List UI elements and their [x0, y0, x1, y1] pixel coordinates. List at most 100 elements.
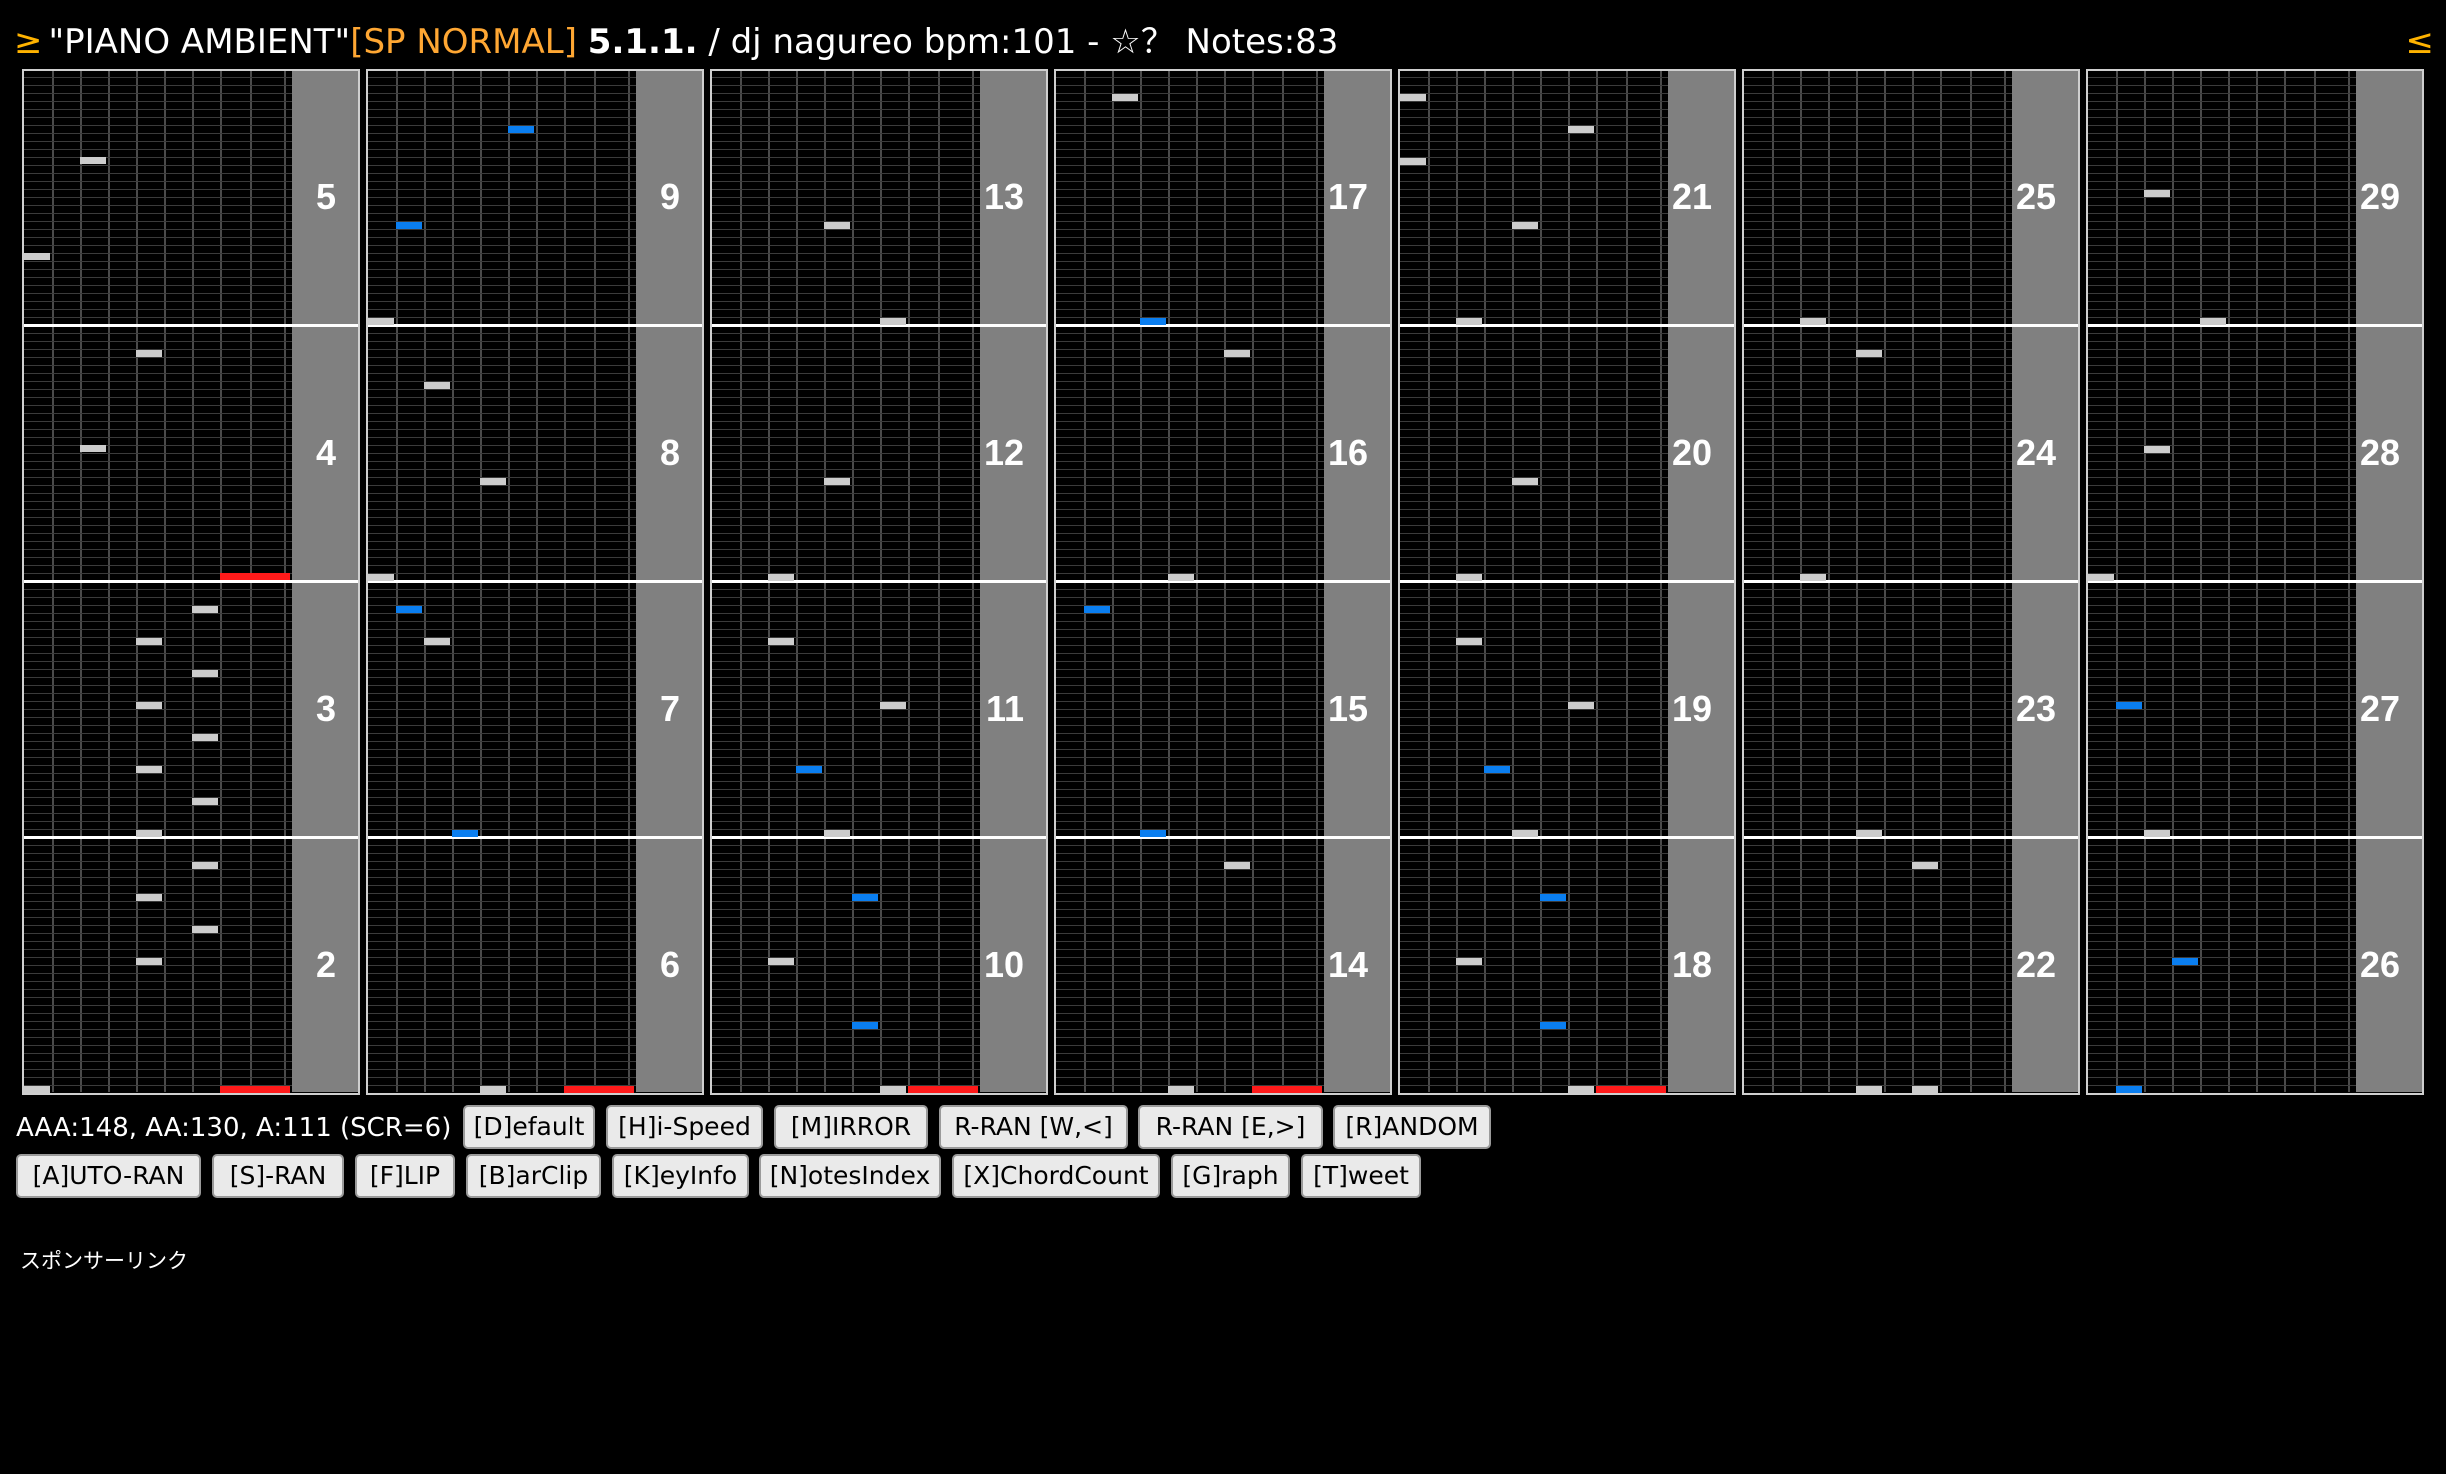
note-white	[1400, 158, 1426, 165]
measure-19: 19	[1400, 582, 1734, 836]
keyinfo-button[interactable]: [K]eyInfo	[612, 1154, 749, 1198]
note-white	[1400, 94, 1426, 101]
note-blue	[2116, 1086, 2142, 1093]
note-white	[136, 350, 162, 357]
auto-ran-button[interactable]: [A]UTO-RAN	[16, 1154, 201, 1198]
r-ran-w-button[interactable]: R-RAN [W,<]	[939, 1105, 1128, 1149]
measure-number: 25	[2012, 70, 2078, 324]
measure-24: 24	[1744, 326, 2078, 580]
note-blue	[1540, 894, 1566, 901]
mirror-button[interactable]: [M]IRROR	[774, 1105, 928, 1149]
note-white	[880, 1086, 906, 1093]
measure-6: 6	[368, 838, 702, 1092]
score-chart: 5 4 3 2 9 8 7 6 13 12 11 10 17 16 15 14 …	[22, 69, 2424, 1095]
note-white	[1800, 574, 1826, 581]
note-white	[424, 382, 450, 389]
measure-number: 13	[980, 70, 1046, 324]
note-scratch	[1252, 1086, 1322, 1093]
barclip-button[interactable]: [B]arClip	[466, 1154, 601, 1198]
measure-26: 26	[2088, 838, 2422, 1092]
measure-15: 15	[1056, 582, 1390, 836]
note-scratch	[220, 573, 290, 580]
note-blue	[1084, 606, 1110, 613]
measure-number: 9	[636, 70, 702, 324]
note-white	[1568, 1086, 1594, 1093]
note-white	[1512, 222, 1538, 229]
song-title: "PIANO AMBIENT"	[48, 22, 351, 62]
measure-number: 6	[636, 838, 702, 1092]
measure-number: 14	[1324, 838, 1390, 1092]
note-white	[480, 478, 506, 485]
score-stats: AAA:148, AA:130, A:111 (SCR=6)	[16, 1113, 452, 1143]
note-white	[1856, 1086, 1882, 1093]
note-white	[192, 926, 218, 933]
measure-separator	[1400, 836, 1734, 839]
note-blue	[1140, 318, 1166, 325]
measure-25: 25	[1744, 70, 2078, 324]
flip-button[interactable]: [F]LIP	[355, 1154, 455, 1198]
note-white	[368, 574, 394, 581]
note-white	[2200, 318, 2226, 325]
note-blue	[852, 1022, 878, 1029]
measure-number: 19	[1668, 582, 1734, 836]
measure-8: 8	[368, 326, 702, 580]
measure-number: 28	[2356, 326, 2422, 580]
measure-number: 20	[1668, 326, 1734, 580]
note-blue	[1484, 766, 1510, 773]
notesindex-button[interactable]: [N]otesIndex	[759, 1154, 941, 1198]
note-white	[80, 445, 106, 452]
measure-number: 24	[2012, 326, 2078, 580]
note-white	[2144, 830, 2170, 837]
measure-number: 11	[980, 582, 1046, 836]
measure-28: 28	[2088, 326, 2422, 580]
measure-20: 20	[1400, 326, 1734, 580]
measure-number: 7	[636, 582, 702, 836]
note-white	[824, 830, 850, 837]
measure-22: 22	[1744, 838, 2078, 1092]
note-white	[136, 894, 162, 901]
measure-separator	[712, 324, 1046, 327]
chordcount-button[interactable]: [X]ChordCount	[952, 1154, 1160, 1198]
measure-number: 12	[980, 326, 1046, 580]
note-white	[1512, 478, 1538, 485]
measure-separator	[1056, 836, 1390, 839]
note-blue	[452, 830, 478, 837]
note-white	[24, 253, 50, 260]
note-white	[192, 734, 218, 741]
header: ≥ "PIANO AMBIENT"[SP NORMAL] 5.1.1. / dj …	[14, 14, 2434, 70]
note-white	[1456, 574, 1482, 581]
next-link[interactable]: ≤	[2405, 22, 2435, 62]
s-ran-button[interactable]: [S]-RAN	[212, 1154, 344, 1198]
note-scratch	[908, 1086, 978, 1093]
measure-7: 7	[368, 582, 702, 836]
note-white	[880, 702, 906, 709]
measure-number: 2	[292, 838, 358, 1092]
note-white	[2088, 574, 2114, 581]
note-white	[1112, 94, 1138, 101]
note-blue	[508, 126, 534, 133]
difficulty-label: [SP NORMAL]	[350, 22, 577, 62]
note-white	[192, 862, 218, 869]
note-white	[192, 798, 218, 805]
default-button[interactable]: [D]efault	[463, 1105, 595, 1149]
note-white	[1912, 1086, 1938, 1093]
measure-number: 17	[1324, 70, 1390, 324]
measure-11: 11	[712, 582, 1046, 836]
note-white	[768, 638, 794, 645]
hispeed-button[interactable]: [H]i-Speed	[606, 1105, 763, 1149]
measure-number: 26	[2356, 838, 2422, 1092]
random-button[interactable]: [R]ANDOM	[1333, 1105, 1491, 1149]
r-ran-e-button[interactable]: R-RAN [E,>]	[1138, 1105, 1323, 1149]
previous-link[interactable]: ≥	[14, 22, 43, 62]
note-white	[80, 157, 106, 164]
measure-separator	[712, 836, 1046, 839]
measure-number: 27	[2356, 582, 2422, 836]
note-white	[1456, 638, 1482, 645]
graph-button[interactable]: [G]raph	[1171, 1154, 1290, 1198]
note-white	[1512, 830, 1538, 837]
tweet-button[interactable]: [T]weet	[1301, 1154, 1421, 1198]
measure-separator	[24, 324, 358, 327]
note-white	[368, 318, 394, 325]
measure-number: 15	[1324, 582, 1390, 836]
measure-separator	[2088, 836, 2422, 839]
